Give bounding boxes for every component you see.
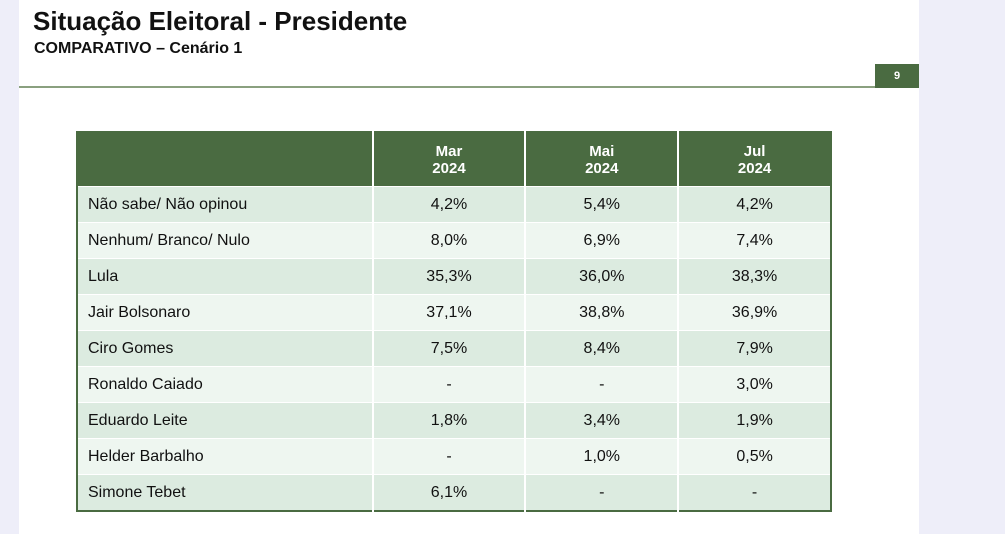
table-row: Jair Bolsonaro 37,1% 38,8% 36,9% [77, 294, 831, 331]
page-subtitle: COMPARATIVO – Cenário 1 [34, 40, 243, 57]
row-value: - [372, 366, 527, 403]
row-value: 38,3% [678, 258, 831, 295]
column-header: Mai 2024 [525, 132, 680, 187]
table-row: Nenhum/ Branco/ Nulo 8,0% 6,9% 7,4% [77, 222, 831, 259]
table-row: Não sabe/ Não opinou 4,2% 5,4% 4,2% [77, 186, 831, 223]
row-value: 3,4% [525, 402, 680, 439]
row-value: 8,4% [525, 330, 680, 367]
row-label: Lula [77, 258, 374, 295]
row-value: 1,0% [525, 438, 680, 475]
slide: Situação Eleitoral - Presidente COMPARAT… [19, 0, 919, 534]
row-value: 36,9% [678, 294, 831, 331]
table-row: Ciro Gomes 7,5% 8,4% 7,9% [77, 330, 831, 367]
column-header: Jul 2024 [678, 132, 831, 187]
row-value: 8,0% [372, 222, 527, 259]
table-row: Simone Tebet 6,1% - - [77, 474, 831, 511]
row-value: 35,3% [372, 258, 527, 295]
row-value: 4,2% [678, 186, 831, 223]
column-header: Mar 2024 [372, 132, 527, 187]
row-label: Helder Barbalho [77, 438, 374, 475]
column-month: Jul [743, 142, 766, 160]
row-value: 1,8% [372, 402, 527, 439]
table-row: Lula 35,3% 36,0% 38,3% [77, 258, 831, 295]
row-label: Ronaldo Caiado [77, 366, 374, 403]
header-cell-empty [77, 132, 374, 187]
row-value: 5,4% [525, 186, 680, 223]
page-title: Situação Eleitoral - Presidente [33, 6, 408, 36]
column-month: Mai [589, 142, 615, 160]
row-value: 4,2% [372, 186, 527, 223]
page-number-badge: 9 [875, 64, 919, 88]
row-value: - [678, 474, 831, 511]
row-label: Jair Bolsonaro [77, 294, 374, 331]
table-row: Helder Barbalho -1,0% 0,5% [77, 438, 831, 475]
row-value: 3,0% [678, 366, 831, 403]
row-value: - [525, 474, 680, 511]
row-value: 7,9% [678, 330, 831, 367]
column-month: Mar [435, 142, 463, 160]
row-value: 6,9% [525, 222, 680, 259]
column-year: 2024 [737, 159, 772, 177]
row-value: 7,5% [372, 330, 527, 367]
row-value: - [525, 366, 680, 403]
row-value: - [372, 438, 527, 475]
row-label: Simone Tebet [77, 474, 374, 511]
table-body: Não sabe/ Não opinou 4,2% 5,4% 4,2% Nenhum/ … [77, 186, 831, 511]
row-value: 36,0% [525, 258, 680, 295]
table-row: Ronaldo Caiado - -3,0% [77, 366, 831, 403]
row-value: 7,4% [678, 222, 831, 259]
table-row: Eduardo Leite 1,8% 3,4% 1,9% [77, 402, 831, 439]
row-value: 38,8% [525, 294, 680, 331]
column-year: 2024 [432, 159, 466, 177]
header-divider [19, 86, 919, 88]
results-table: Mar 2024 Mai 2024 Jul 2024 Não sabe/ Não… [76, 131, 832, 512]
row-value: 1,9% [678, 402, 831, 439]
row-label: Nenhum/ Branco/ Nulo [77, 222, 374, 259]
column-year: 2024 [585, 159, 619, 177]
row-label: Não sabe/ Não opinou [77, 186, 374, 223]
row-value: 0,5% [678, 438, 831, 475]
table-header-row: Mar 2024 Mai 2024 Jul 2024 [77, 132, 831, 187]
row-label: Ciro Gomes [77, 330, 374, 367]
row-value: 37,1% [372, 294, 527, 331]
row-value: 6,1% [372, 474, 527, 511]
row-label: Eduardo Leite [77, 402, 374, 439]
